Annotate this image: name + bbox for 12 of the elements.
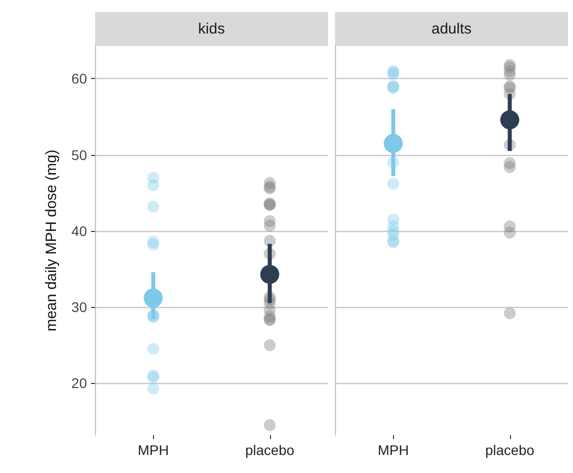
x-tick-label: placebo xyxy=(245,442,294,458)
chart-title: kids xyxy=(198,20,225,38)
y-tick-label: 60 xyxy=(71,70,88,87)
y-tick-label: 30 xyxy=(71,299,88,316)
x-tick-label: MPH xyxy=(138,442,169,458)
x-tick-label: placebo xyxy=(485,442,534,458)
chart-title: adults xyxy=(431,20,472,38)
y-tick-label: 40 xyxy=(71,222,88,239)
y-tick-label: 20 xyxy=(71,375,88,392)
y-tick-label: 50 xyxy=(71,146,88,163)
x-tick-label: MPH xyxy=(378,442,409,458)
y-axis-title: mean daily MPH dose (mg) xyxy=(43,150,60,332)
